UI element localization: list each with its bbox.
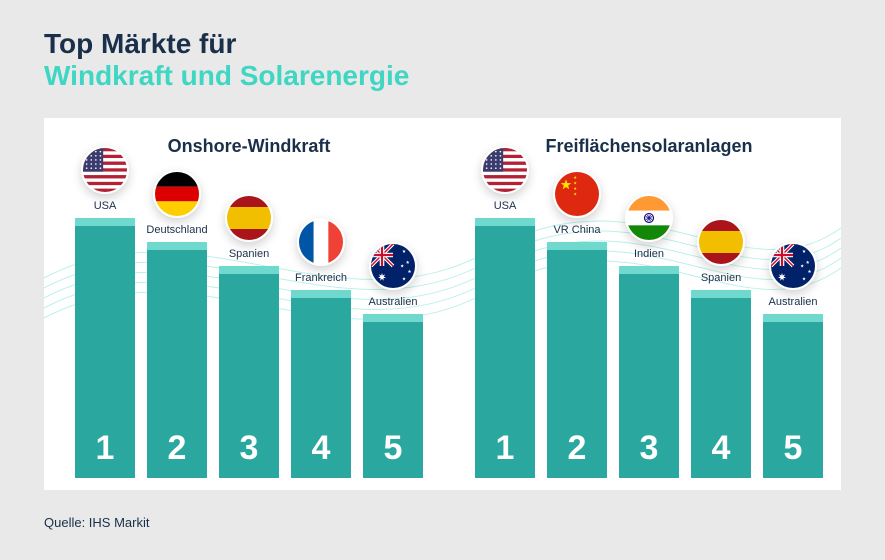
country-label: Indien xyxy=(634,248,664,260)
rank-number: 4 xyxy=(691,429,751,468)
title-line-2: Windkraft und Solarenergie xyxy=(44,60,885,92)
title-block: Top Märkte für Windkraft und Solarenergi… xyxy=(0,0,885,92)
rank-number: 5 xyxy=(363,429,423,468)
bars-row: USA 1 Deutschland 2 Spanien 3 Frankreich… xyxy=(64,158,434,478)
country-label: Spanien xyxy=(229,248,269,260)
country-label: USA xyxy=(494,200,517,212)
bars-row: USA 1 VR China 2 Indien 3 Spanien 4 xyxy=(464,158,834,478)
bar-rect: 5 xyxy=(763,314,823,478)
flag-icon xyxy=(697,218,745,266)
source-attribution: Quelle: IHS Markit xyxy=(44,515,149,530)
chart-card: Onshore-Windkraft USA 1 Deutschland 2 Sp… xyxy=(44,118,841,490)
bar-rect: 2 xyxy=(547,242,607,478)
bar-slot: USA 1 xyxy=(75,146,135,478)
rank-number: 2 xyxy=(147,429,207,468)
flag-icon xyxy=(81,146,129,194)
panel-onshore-wind: Onshore-Windkraft USA 1 Deutschland 2 Sp… xyxy=(64,118,434,490)
bar-slot: Indien 3 xyxy=(619,194,679,478)
flag-icon xyxy=(769,242,817,290)
flag-icon xyxy=(153,170,201,218)
bar-rect: 5 xyxy=(363,314,423,478)
rank-number: 1 xyxy=(475,429,535,468)
bar-slot: Spanien 3 xyxy=(219,194,279,478)
flag-icon xyxy=(481,146,529,194)
bar-rect: 3 xyxy=(219,266,279,478)
bar-slot: Deutschland 2 xyxy=(147,170,207,478)
rank-number: 4 xyxy=(291,429,351,468)
country-label: Deutschland xyxy=(146,224,207,236)
title-line-1: Top Märkte für xyxy=(44,28,885,60)
bar-rect: 3 xyxy=(619,266,679,478)
country-label: VR China xyxy=(553,224,600,236)
country-label: Spanien xyxy=(701,272,741,284)
flag-icon xyxy=(625,194,673,242)
bar-slot: Frankreich 4 xyxy=(291,218,351,478)
country-label: USA xyxy=(94,200,117,212)
country-label: Australien xyxy=(769,296,818,308)
flag-icon xyxy=(369,242,417,290)
rank-number: 3 xyxy=(219,429,279,468)
bar-rect: 4 xyxy=(691,290,751,478)
rank-number: 5 xyxy=(763,429,823,468)
flag-icon xyxy=(553,170,601,218)
flag-icon xyxy=(297,218,345,266)
bar-rect: 1 xyxy=(75,218,135,478)
bar-slot: Australien 5 xyxy=(763,242,823,478)
bar-rect: 4 xyxy=(291,290,351,478)
panel-solar: Freiflächensolaranlagen USA 1 VR China 2… xyxy=(464,118,834,490)
bar-rect: 2 xyxy=(147,242,207,478)
flag-icon xyxy=(225,194,273,242)
rank-number: 3 xyxy=(619,429,679,468)
rank-number: 2 xyxy=(547,429,607,468)
bar-slot: Australien 5 xyxy=(363,242,423,478)
bar-slot: Spanien 4 xyxy=(691,218,751,478)
rank-number: 1 xyxy=(75,429,135,468)
bar-rect: 1 xyxy=(475,218,535,478)
bar-slot: USA 1 xyxy=(475,146,535,478)
country-label: Australien xyxy=(369,296,418,308)
country-label: Frankreich xyxy=(295,272,347,284)
bar-slot: VR China 2 xyxy=(547,170,607,478)
